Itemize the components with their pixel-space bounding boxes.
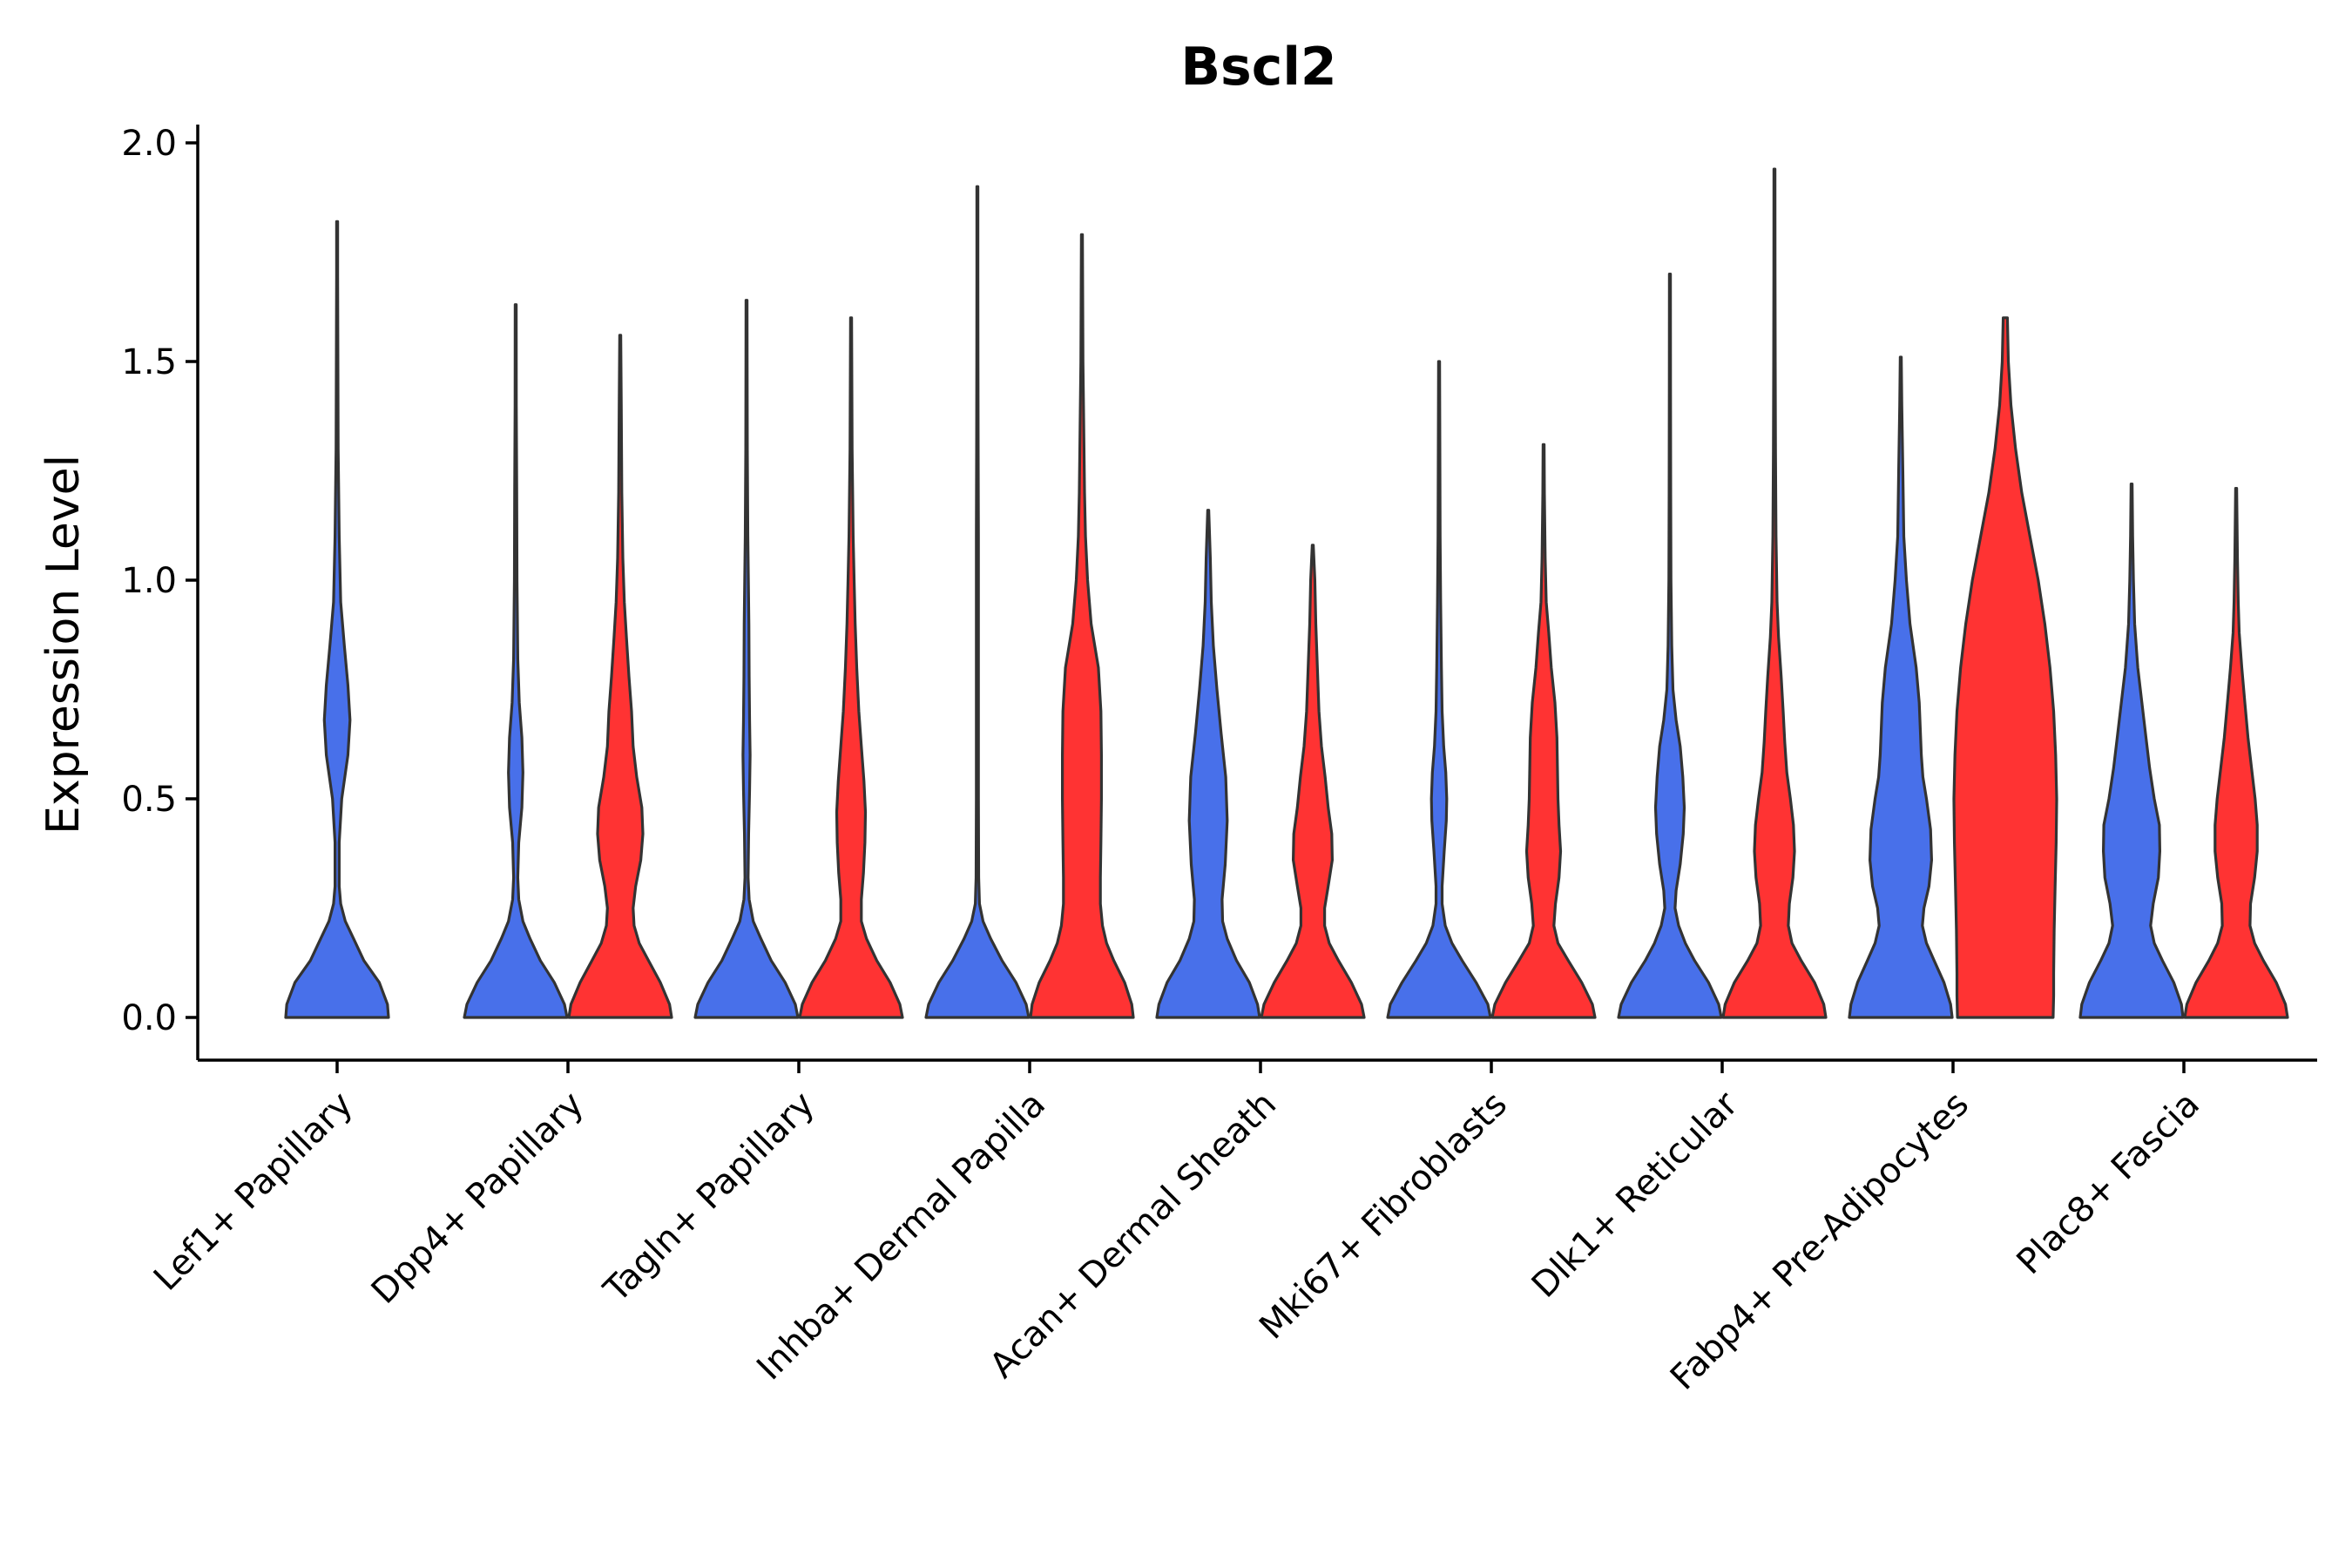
x-tick-label-mki67-fibroblasts: Mki67+ Fibroblasts xyxy=(1252,1085,1515,1348)
violin-inhba-dermal-papilla-group-a xyxy=(924,185,1031,1019)
y-axis-label: Expression Level xyxy=(37,455,90,835)
x-tick-label-plac8-fascia: Plac8+ Fascia xyxy=(2010,1085,2208,1283)
y-tick-label: 2.0 xyxy=(121,124,177,164)
violin-plac8-fascia-group-b xyxy=(2183,486,2289,1019)
violin-mki67-fibroblasts-group-a xyxy=(1386,360,1492,1019)
y-tick-label: 1.5 xyxy=(121,342,177,382)
y-tick-label: 0.5 xyxy=(121,780,177,820)
violin-dpp4-papillary-group-b xyxy=(567,334,673,1019)
x-tick-label-dpp4-papillary: Dpp4+ Papillary xyxy=(364,1085,591,1312)
chart-title: Bscl2 xyxy=(1180,37,1336,98)
y-axis-ticks: 0.0 0.5 1.0 1.5 2.0 xyxy=(121,124,198,1038)
violins-layer xyxy=(284,167,2289,1019)
x-tick-label-dlk1-reticular: Dlk1+ Reticular xyxy=(1524,1084,1747,1306)
violin-dpp4-papillary-group-a xyxy=(463,303,569,1019)
x-axis-ticks: Lef1+ Papillary Dpp4+ Papillary Tagln+ Pap… xyxy=(146,1060,2207,1398)
violin-lef1-papillary-group-a xyxy=(284,220,390,1019)
y-tick-label: 1.0 xyxy=(121,561,177,601)
violin-tagln-papillary-group-b xyxy=(798,316,904,1019)
violin-inhba-dermal-papilla-group-b xyxy=(1029,233,1135,1019)
x-tick-label-lef1-papillary: Lef1+ Papillary xyxy=(146,1085,361,1299)
violin-fabp4-pre-adipocytes-group-b xyxy=(1952,316,2058,1019)
x-tick-label-tagln-papillary: Tagln+ Papillary xyxy=(596,1085,822,1311)
violin-dlk1-reticular-group-b xyxy=(1721,167,1828,1019)
violin-fabp4-pre-adipocytes-group-a xyxy=(1848,355,1954,1019)
violin-acan-dermal-sheath-group-b xyxy=(1260,544,1366,1019)
violin-tagln-papillary-group-a xyxy=(693,299,800,1019)
violin-acan-dermal-sheath-group-a xyxy=(1155,509,1261,1019)
violin-mki67-fibroblasts-group-b xyxy=(1490,443,1597,1019)
violin-plac8-fascia-group-a xyxy=(2078,482,2185,1019)
violin-dlk1-reticular-group-a xyxy=(1617,273,1723,1019)
y-tick-label: 0.0 xyxy=(121,998,177,1038)
